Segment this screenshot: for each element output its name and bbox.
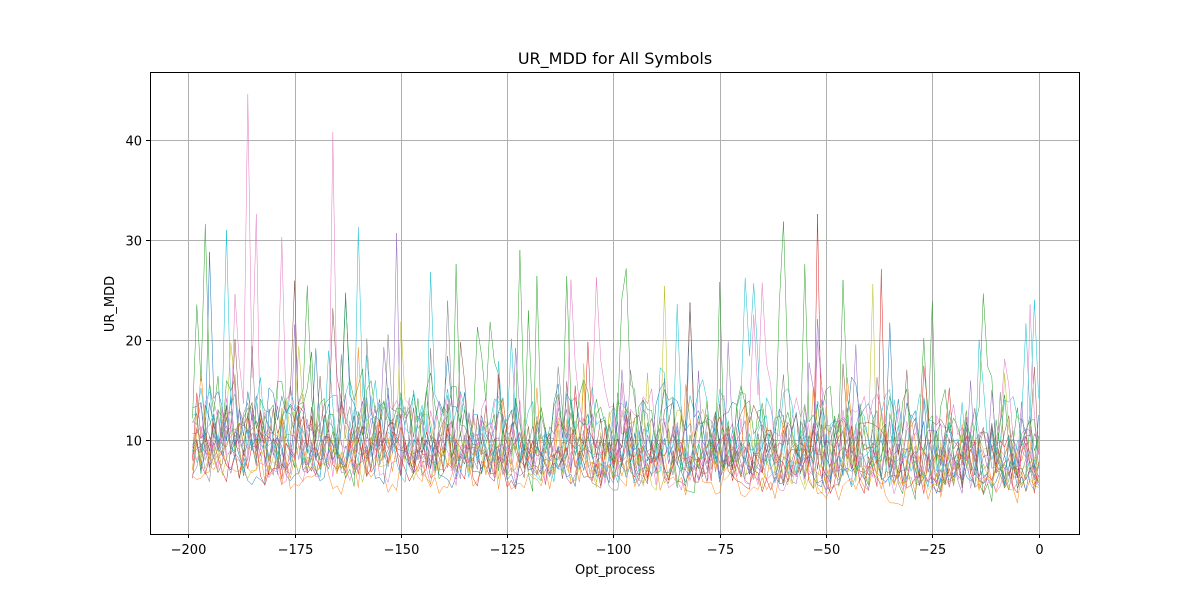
y-tick-label: 40: [125, 135, 142, 150]
x-tick-label: −200: [171, 543, 207, 558]
y-tick-label: 20: [125, 335, 142, 350]
x-tick-label: −175: [278, 543, 314, 558]
series-line: [192, 381, 1039, 507]
x-tick-label: −25: [919, 543, 946, 558]
x-tick-label: 0: [1035, 543, 1043, 558]
x-tick-label: −50: [813, 543, 840, 558]
series-line: [192, 346, 1039, 491]
y-axis: 10 20 30 40: [125, 135, 150, 450]
x-tick-label: −75: [707, 543, 734, 558]
plot-frame: [150, 72, 1080, 535]
x-axis: −200 −175 −150 −125 −100 −75 −50 −25 0: [171, 534, 1044, 558]
y-tick-label: 10: [125, 435, 142, 450]
series-line: [192, 93, 1039, 488]
x-tick-label: −125: [490, 543, 526, 558]
y-tick-label: 30: [125, 235, 142, 250]
x-tick-label: −150: [384, 543, 420, 558]
y-axis-label: UR_MDD: [103, 276, 118, 332]
series-line: [192, 346, 1039, 490]
series-line: [192, 249, 1039, 502]
series-line: [192, 300, 1039, 481]
series-line: [192, 221, 1039, 484]
series-line: [192, 280, 1039, 488]
series-line: [192, 374, 1039, 495]
x-axis-label: Opt_process: [575, 563, 655, 578]
series-group: [192, 93, 1039, 507]
series-line: [192, 350, 1039, 488]
x-tick-label: −100: [596, 543, 632, 558]
chart-title: UR_MDD for All Symbols: [518, 49, 712, 69]
series-line: [192, 406, 1039, 491]
series-line: [192, 283, 1039, 494]
